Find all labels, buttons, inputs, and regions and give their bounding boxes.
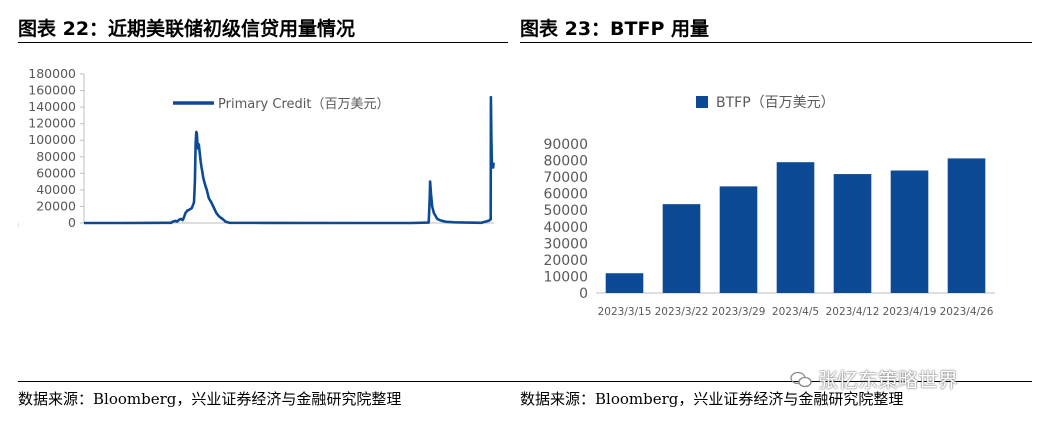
wechat-icon [790, 370, 812, 388]
bar [719, 186, 758, 293]
right-source-note: 数据来源：Bloomberg，兴业证券经济与金融研究院整理 [520, 390, 904, 408]
legend-label: BTFP（百万美元） [716, 95, 835, 111]
x-tick-label: 2023/3/29 [712, 306, 766, 318]
y-tick-label: 180000 [28, 66, 76, 81]
left-figure-title: 图表 22：近期美联储初级信贷用量情况 [18, 18, 356, 40]
left-title-rule [18, 42, 508, 43]
y-tick-label: 80000 [36, 149, 76, 164]
bar [662, 204, 701, 293]
x-tick-label: 2023/4/12 [826, 306, 880, 318]
y-tick-label: 10000 [543, 269, 588, 285]
watermark: 张忆东策略世界 [790, 364, 958, 393]
y-tick-label: 0 [68, 215, 76, 230]
bar [947, 158, 986, 293]
bottom-rule [18, 381, 1032, 382]
line-chart: 0200004000060000800001000001200001400001… [18, 66, 495, 234]
bar [776, 162, 815, 293]
right-figure-title: 图表 23：BTFP 用量 [520, 18, 710, 40]
y-tick-label: 20000 [543, 253, 588, 269]
legend-swatch [696, 96, 708, 108]
series-line-primary-credit [84, 95, 495, 225]
x-tick-label: 2023/4/5 [772, 306, 819, 318]
y-tick-label: 50000 [543, 203, 588, 219]
bar [833, 174, 872, 293]
right-title-rule [520, 42, 1032, 43]
y-tick-label: 70000 [543, 170, 588, 186]
bar [890, 170, 929, 293]
y-tick-label: 120000 [28, 116, 76, 131]
x-tick-label: 2023/3/15 [598, 306, 652, 318]
y-tick-label: 140000 [28, 99, 76, 114]
y-tick-label: 160000 [28, 83, 76, 98]
y-tick-label: 30000 [543, 236, 588, 252]
legend-label: Primary Credit（百万美元） [218, 97, 389, 112]
watermark-text: 张忆东策略世界 [818, 368, 958, 392]
x-tick-label: 2023/3/22 [655, 306, 709, 318]
bar [605, 273, 644, 293]
y-tick-label: 80000 [543, 154, 588, 170]
x-tick-label: 2023/4/26 [940, 306, 994, 318]
y-tick-label: 20000 [36, 198, 76, 213]
y-tick-label: 100000 [28, 132, 76, 147]
y-tick-label: 90000 [543, 137, 588, 153]
y-tick-label: 60000 [543, 187, 588, 203]
y-tick-label: 60000 [36, 165, 76, 180]
bar-chart: 0100002000030000400005000060000700008000… [543, 95, 995, 318]
left-source-note: 数据来源：Bloomberg，兴业证券经济与金融研究院整理 [18, 390, 402, 408]
y-tick-label: 40000 [36, 182, 76, 197]
x-tick-label: 2023/4/19 [883, 306, 937, 318]
y-tick-label: 0 [579, 286, 588, 302]
y-tick-label: 40000 [543, 220, 588, 236]
